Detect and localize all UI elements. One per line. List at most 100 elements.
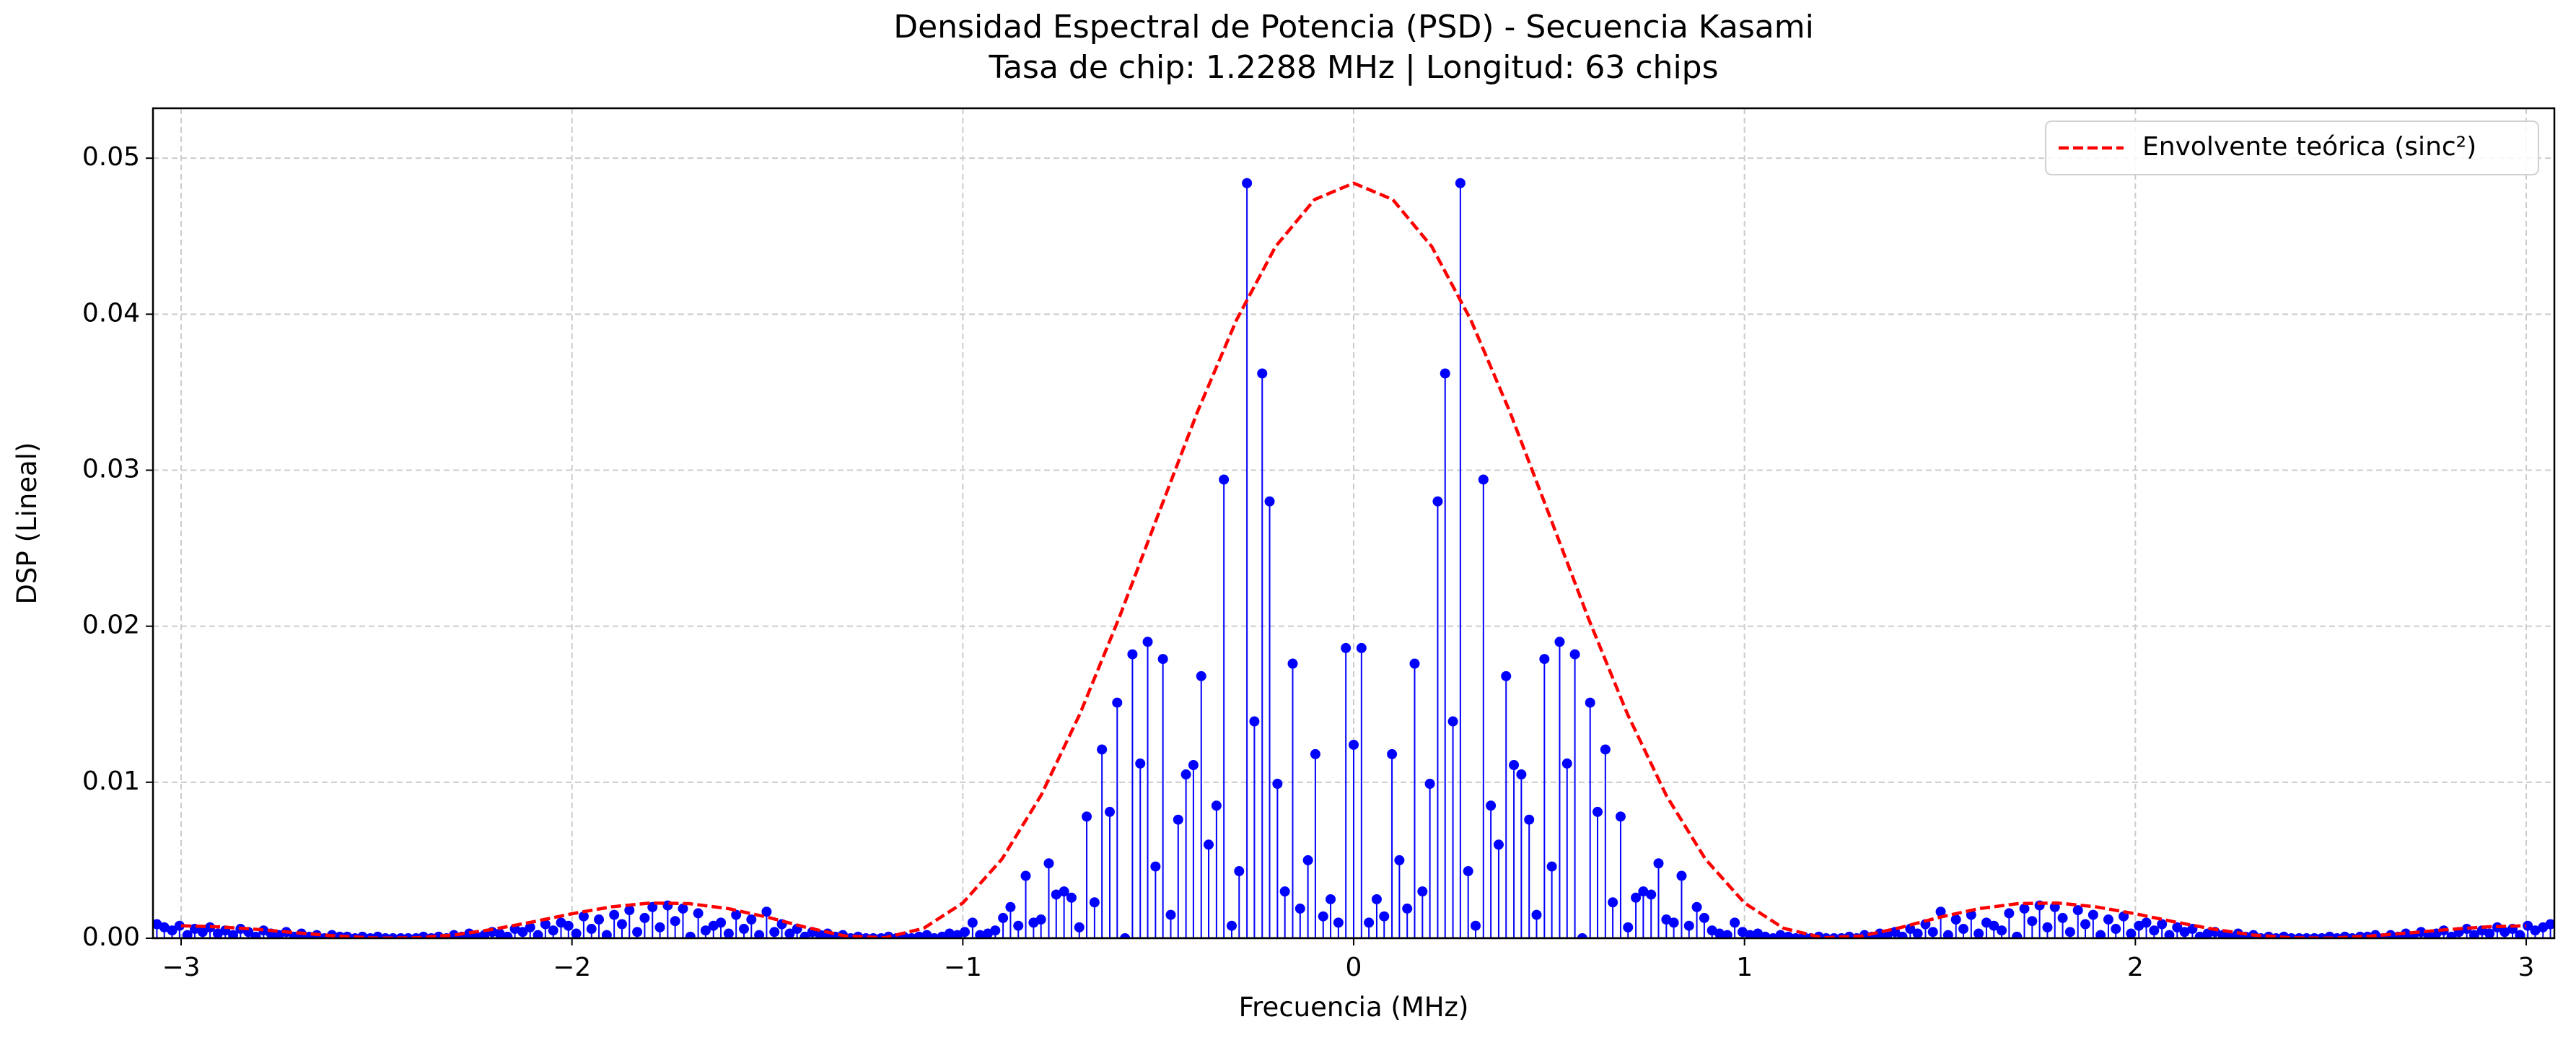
stem-marker — [479, 930, 490, 938]
legend-label: Envolvente teórica (sinc²) — [2142, 132, 2476, 162]
stem-marker — [2072, 905, 2083, 916]
stem-marker — [1387, 748, 1398, 759]
stem-marker — [594, 914, 605, 925]
envelope-line — [180, 181, 2527, 938]
stem-marker — [1714, 928, 1725, 938]
stem-marker — [1432, 496, 1443, 507]
stem-marker — [1066, 892, 1077, 903]
stem-marker — [563, 920, 574, 931]
stem-marker — [1509, 760, 1520, 771]
stem-marker — [700, 925, 711, 936]
y-tick-label: 0.03 — [82, 455, 140, 484]
stem-marker — [2080, 919, 2090, 930]
stem-marker — [525, 922, 535, 932]
stem-marker — [494, 928, 505, 938]
stem-marker — [1310, 748, 1320, 759]
stem-marker — [1600, 744, 1611, 755]
stem-marker — [1165, 909, 1176, 920]
stem-marker — [944, 928, 955, 938]
x-tick-label: 2 — [2127, 953, 2144, 982]
stem-marker — [578, 911, 589, 922]
stem-marker — [1455, 178, 1466, 188]
x-tick-label: 0 — [1346, 953, 1362, 982]
x-tick-label: 1 — [1736, 953, 1753, 982]
stem-marker — [1074, 922, 1085, 932]
legend-box — [2045, 121, 2539, 175]
stem-marker — [2087, 909, 2098, 920]
stem-marker — [1287, 658, 1298, 669]
stem-marker — [586, 924, 597, 935]
stem-marker — [1653, 858, 1664, 869]
stem-marker — [1927, 927, 1938, 938]
stem-marker — [1279, 886, 1290, 897]
stem-marker — [1349, 739, 1359, 750]
stem-marker — [1501, 670, 1512, 681]
stem-marker — [2164, 930, 2175, 938]
stem-marker — [1318, 911, 1328, 922]
stem-marker — [1364, 917, 1375, 928]
stem-marker — [1897, 931, 1908, 938]
stem-marker — [639, 912, 650, 923]
stem-marker — [1294, 903, 1305, 914]
stem-marker — [921, 930, 932, 938]
stem-marker — [799, 931, 810, 938]
stem-marker — [2027, 916, 2038, 927]
stem-marker — [2095, 930, 2106, 938]
stem-marker — [2468, 930, 2479, 938]
stem-marker — [1478, 474, 1489, 485]
stem-marker — [1516, 769, 1527, 780]
stem-marker — [1402, 903, 1413, 914]
stem-marker — [1219, 474, 1230, 485]
stem-marker — [2515, 930, 2525, 938]
stem-marker — [1051, 889, 1061, 900]
stem-marker — [2172, 922, 2183, 932]
stem-marker — [1227, 920, 1237, 931]
stem-marker — [1722, 930, 1732, 938]
stem-marker — [1569, 649, 1580, 660]
stem-marker — [1486, 800, 1497, 811]
stem-marker — [1417, 886, 1428, 897]
stem-marker — [739, 924, 749, 935]
stem-marker — [1950, 914, 1961, 925]
stem-marker — [1905, 924, 1916, 935]
stem-marker — [624, 905, 635, 916]
x-axis-label: Frecuencia (MHz) — [1239, 992, 1469, 1023]
stem-marker — [693, 908, 704, 919]
stem-marker — [2111, 924, 2121, 935]
stem-marker — [1615, 811, 1626, 822]
y-tick-label: 0.02 — [82, 611, 140, 640]
y-tick-label: 0.00 — [82, 922, 140, 952]
stem-marker — [548, 925, 558, 936]
stem-marker — [1379, 911, 1390, 922]
stem-marker — [1264, 496, 1275, 507]
stem-marker — [2179, 927, 2190, 938]
stem-marker — [1013, 920, 1024, 931]
stem-marker — [1577, 933, 1587, 938]
stem-marker — [1676, 870, 1687, 881]
stem-marker — [670, 916, 680, 927]
stem-marker — [174, 920, 185, 931]
stem-marker — [731, 909, 742, 920]
stem-marker — [1196, 670, 1206, 681]
stem-marker — [654, 922, 665, 932]
stem-marker — [1989, 920, 1999, 931]
stem-marker — [1005, 901, 1016, 912]
stem-marker — [2194, 931, 2205, 938]
stem-marker — [1371, 893, 1382, 904]
stem-marker — [975, 930, 986, 938]
stem-marker — [1608, 897, 1618, 908]
stem-marker — [2004, 908, 2015, 919]
stem-marker — [1272, 778, 1283, 789]
stem-marker — [784, 928, 795, 938]
stem-marker — [540, 919, 551, 930]
stem-marker — [1958, 924, 1968, 935]
stem-marker — [502, 931, 513, 938]
stem-marker — [1760, 931, 1771, 938]
stem-marker — [1173, 814, 1183, 825]
plot-area — [153, 178, 2554, 938]
stem-marker — [1180, 769, 1191, 780]
stem-marker — [1249, 716, 1260, 727]
stem-marker — [2103, 914, 2113, 925]
